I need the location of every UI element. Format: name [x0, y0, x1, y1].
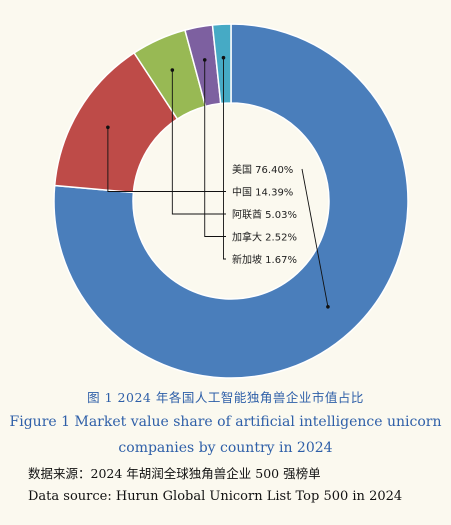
- donut-chart: 美国 76.40% 中国 14.39% 阿联酋 5.03% 加拿大 2.52% 新加坡 …: [53, 23, 409, 379]
- leader-dot-1: [106, 125, 110, 130]
- figure-caption-en-line2: companies by country in 2024: [118, 440, 333, 456]
- leader-line-3: [204, 59, 226, 237]
- data-labels: 美国 76.40% 中国 14.39% 阿联酋 5.03% 加拿大 2.52% 新加坡 …: [232, 163, 297, 266]
- leader-line-0: [301, 168, 329, 307]
- data-label-2: 阿联酋 5.03%: [232, 208, 297, 221]
- leader-lines: [106, 55, 330, 309]
- figure-caption-en-line1: Figure 1 Market value share of artificia…: [9, 414, 442, 430]
- data-source-en: Data source: Hurun Global Unicorn List T…: [28, 489, 403, 504]
- slice-4: [211, 23, 232, 105]
- leader-dot-2: [170, 68, 175, 72]
- leader-line-2: [171, 70, 226, 215]
- leader-line-4: [223, 57, 226, 260]
- donut-slices: [53, 23, 409, 379]
- data-label-0: 美国 76.40%: [232, 163, 293, 176]
- leader-line-1: [107, 127, 226, 192]
- slice-0: [53, 23, 409, 379]
- data-source-zh: 数据来源：2024 年胡润全球独角兽企业 500 强榜单: [28, 466, 321, 481]
- data-label-3: 加拿大 2.52%: [232, 231, 297, 244]
- data-label-4: 新加坡 1.67%: [232, 253, 297, 266]
- data-label-1: 中国 14.39%: [232, 186, 293, 199]
- figure-caption-zh: 图 1 2024 年各国人工智能独角兽企业市值占比: [87, 390, 364, 405]
